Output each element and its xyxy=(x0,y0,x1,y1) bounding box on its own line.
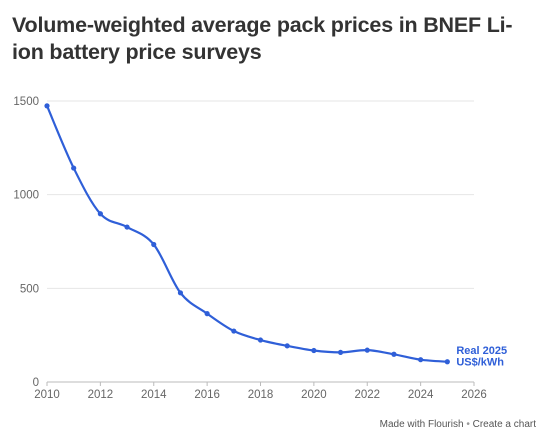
data-point-2023 xyxy=(391,351,397,357)
data-point-2012 xyxy=(97,211,103,217)
x-tick-label: 2024 xyxy=(408,389,434,401)
axes: 0 500 1000 1500 2010 2012 2014 2016 2018 2020 2022… xyxy=(13,96,486,401)
series-end-label: Real 2025 xyxy=(456,345,507,357)
x-tick-label: 2020 xyxy=(301,389,327,401)
x-tick-label: 2026 xyxy=(461,389,487,401)
data-point-2020 xyxy=(311,347,317,354)
create-chart-link[interactable]: Create a chart xyxy=(472,419,536,430)
x-tick-label: 2016 xyxy=(194,389,220,401)
series-layer xyxy=(44,103,450,365)
y-tick-label: 1500 xyxy=(13,96,39,108)
y-tick-label: 0 xyxy=(33,377,39,389)
y-tick-label: 1000 xyxy=(13,190,39,202)
x-tick-label: 2014 xyxy=(141,389,167,401)
y-tick-label: 500 xyxy=(20,283,39,295)
data-point-2025 xyxy=(444,359,450,365)
data-point-2010 xyxy=(44,103,50,109)
data-point-2013 xyxy=(124,224,130,230)
data-point-2018 xyxy=(257,337,264,343)
series-line xyxy=(45,104,449,363)
x-tick-label: 2018 xyxy=(248,389,274,401)
chart-title: Volume-weighted average pack prices in B… xyxy=(12,13,513,64)
data-point-2016 xyxy=(204,311,210,317)
data-point-2017 xyxy=(231,328,237,334)
data-point-2022 xyxy=(364,347,370,353)
data-point-2021 xyxy=(337,349,344,356)
x-tick-label: 2012 xyxy=(88,389,114,401)
data-point-2015 xyxy=(177,290,184,296)
data-point-2024 xyxy=(418,357,424,363)
made-with-flourish-text: Made with Flourish xyxy=(379,419,464,430)
x-tick-label: 2010 xyxy=(34,389,60,401)
footer-separator: • xyxy=(466,419,470,430)
flourish-footer: Made with Flourish • Create a chart xyxy=(380,419,536,430)
data-point-2019 xyxy=(284,343,290,349)
x-tick-label: 2022 xyxy=(354,389,380,401)
series-end-label: US$/kWh xyxy=(456,356,504,368)
data-point-2014 xyxy=(151,241,157,248)
data-point-2011 xyxy=(71,165,77,171)
